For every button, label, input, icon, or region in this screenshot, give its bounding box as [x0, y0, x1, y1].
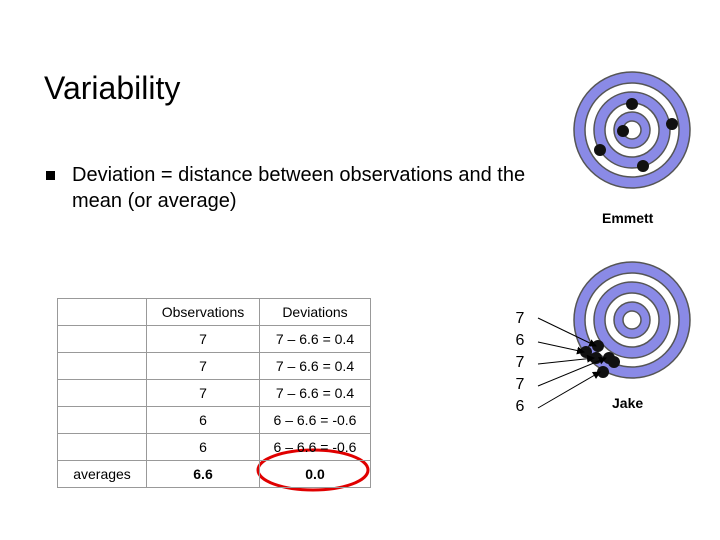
- table-cell: [57, 379, 147, 407]
- target-ring: [622, 310, 642, 330]
- shot: [597, 366, 609, 378]
- arrow: [537, 354, 595, 365]
- bullet-text: Deviation = distance between observation…: [72, 164, 526, 212]
- table-row: averages 6.6 0.0: [57, 460, 371, 488]
- number: 7: [515, 310, 525, 327]
- shot: [617, 125, 629, 137]
- table-cell: 6: [146, 406, 260, 434]
- table-cell: 7: [146, 379, 260, 407]
- table: Observations Deviations 7 7 – 6.6 = 0.4 7 7 –…: [57, 298, 371, 488]
- table-cell: 7 – 6.6 = 0.4: [259, 325, 371, 353]
- table-cell: 6.6: [146, 460, 260, 488]
- shot: [608, 356, 620, 368]
- arrow: [537, 356, 607, 387]
- arrow: [537, 317, 597, 347]
- table-cell: 6: [146, 433, 260, 461]
- table-cell: [57, 406, 147, 434]
- shot: [666, 118, 678, 130]
- table-cell: averages: [57, 460, 147, 488]
- table-cell: 0.0: [259, 460, 371, 488]
- table-cell: 7 – 6.6 = 0.4: [259, 352, 371, 380]
- number: 7: [515, 354, 525, 371]
- shot: [637, 160, 649, 172]
- table-row: Observations Deviations: [57, 298, 371, 326]
- title: Variability: [44, 70, 181, 106]
- table-cell: 7 – 6.6 = 0.4: [259, 379, 371, 407]
- table-cell: Deviations: [259, 298, 371, 326]
- table-cell: [57, 352, 147, 380]
- target-label: Jake: [612, 395, 644, 411]
- table-cell: [57, 298, 147, 326]
- shot: [626, 98, 638, 110]
- number: 6: [515, 398, 525, 415]
- shot: [594, 144, 606, 156]
- number: 6: [515, 332, 525, 349]
- arrow: [537, 371, 601, 409]
- target-label: Emmett: [602, 210, 654, 226]
- table-cell: [57, 325, 147, 353]
- number: 7: [515, 376, 525, 393]
- table-cell: 6 – 6.6 = -0.6: [259, 406, 371, 434]
- bullet-mark: [46, 171, 55, 180]
- table-cell: 6 – 6.6 = -0.6: [259, 433, 371, 461]
- table-cell: Observations: [146, 298, 260, 326]
- table-cell: [57, 433, 147, 461]
- arrow: [537, 341, 585, 355]
- number-list: 7 6 7 7 6: [512, 308, 528, 418]
- table-cell: 7: [146, 352, 260, 380]
- shot: [592, 340, 604, 352]
- table-cell: 7: [146, 325, 260, 353]
